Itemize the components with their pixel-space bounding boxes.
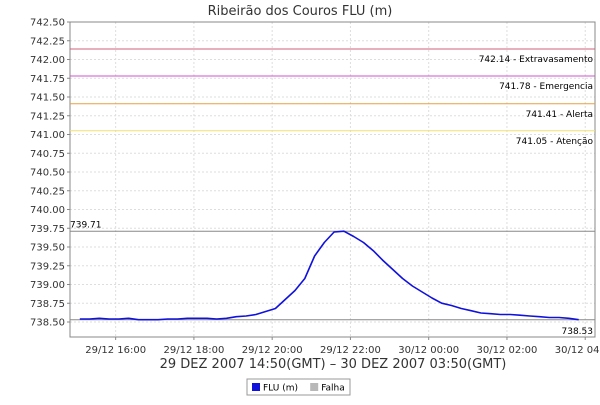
- y-tick-label: 741.25: [30, 111, 65, 122]
- plot-area: [69, 21, 596, 338]
- max-value-label: 739.71: [70, 220, 102, 230]
- x-tick-label: 30/12 00:00: [398, 345, 459, 356]
- threshold-label: 742.14 - Extravasamento: [479, 55, 594, 65]
- y-tick-label: 740.50: [30, 168, 65, 179]
- y-tick-label: 739.00: [30, 280, 65, 291]
- y-tick-label: 742.25: [30, 36, 65, 47]
- y-tick-label: 738.75: [30, 299, 65, 310]
- legend-label: Falha: [321, 384, 345, 394]
- x-tick-label: 29/12 22:00: [320, 345, 381, 356]
- x-tick-label: 29/12 16:00: [85, 345, 146, 356]
- grid-layer: [70, 21, 595, 337]
- last-value-label: 738.53: [562, 327, 594, 337]
- chart-title: Ribeirão dos Couros FLU (m): [208, 4, 393, 19]
- y-tick-label: 739.50: [30, 243, 65, 254]
- x-tick-label: 30/12 04:00: [555, 345, 600, 356]
- y-tick-label: 742.50: [30, 18, 65, 29]
- y-tick-label: 741.50: [30, 93, 65, 104]
- y-tick-label: 740.75: [30, 149, 65, 160]
- x-tick-label: 29/12 20:00: [242, 345, 303, 356]
- threshold-lines: 742.14 - Extravasamento 741.78 - Emergenc…: [70, 48, 595, 337]
- series-line-flu: [79, 230, 579, 321]
- y-tick-label: 741.00: [30, 130, 65, 141]
- y-tick-label: 739.25: [30, 261, 65, 272]
- x-tick-label: 30/12 02:00: [477, 345, 538, 356]
- legend-box: [246, 378, 351, 396]
- threshold-label: 741.05 - Atenção: [516, 137, 594, 147]
- date-range-label: 29 DEZ 2007 14:50(GMT) – 30 DEZ 2007 03:…: [160, 357, 507, 372]
- legend-label: FLU (m): [263, 384, 298, 394]
- legend-swatch: [252, 383, 260, 391]
- series-layer: [79, 230, 579, 321]
- y-tick-label: 742.00: [30, 55, 65, 66]
- x-tick-label: 29/12 18:00: [163, 345, 224, 356]
- x-axis: 29/12 16:00 29/12 18:00 29/12 20:00 29/12 2…: [85, 337, 600, 356]
- legend: FLU (m) Falha: [246, 378, 351, 396]
- legend-swatch: [310, 383, 319, 391]
- y-axis: 738.50 738.75 739.00 739.25 739.50 739.75 740.…: [30, 18, 70, 329]
- y-tick-label: 740.00: [30, 205, 65, 216]
- y-tick-label: 739.75: [30, 224, 65, 235]
- threshold-label: 741.78 - Emergencia: [499, 82, 593, 92]
- y-tick-label: 740.25: [30, 186, 65, 197]
- y-tick-label: 738.50: [30, 318, 65, 329]
- y-tick-label: 741.75: [30, 74, 65, 85]
- threshold-label: 741.41 - Alerta: [526, 110, 593, 120]
